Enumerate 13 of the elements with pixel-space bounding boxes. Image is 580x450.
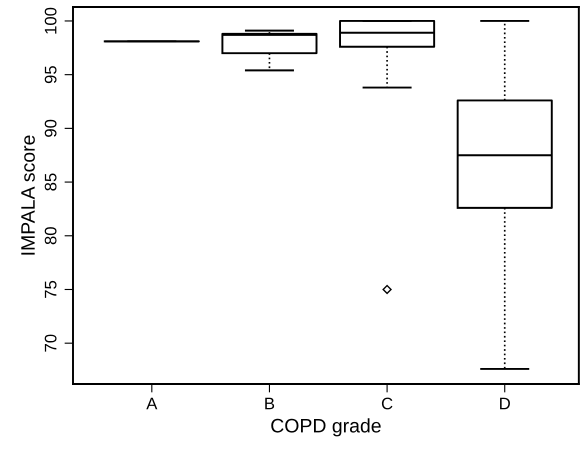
x-tick-label: C: [382, 398, 392, 410]
x-tick-label: D: [500, 398, 510, 410]
y-tick-label: 80: [44, 227, 57, 244]
x-tick-label: B: [265, 398, 274, 410]
y-tick-label: 85: [44, 174, 57, 191]
x-tick-label: A: [146, 398, 158, 410]
y-tick-label: 95: [44, 66, 57, 84]
y-tick-label: 70: [44, 334, 57, 352]
x-axis-title: COPD grade: [271, 418, 381, 436]
y-tick-label: 90: [44, 120, 57, 137]
y-tick-label: 100: [44, 8, 57, 34]
y-axis-title: IMPALA score: [21, 135, 35, 255]
y-tick-label: 75: [44, 280, 57, 298]
